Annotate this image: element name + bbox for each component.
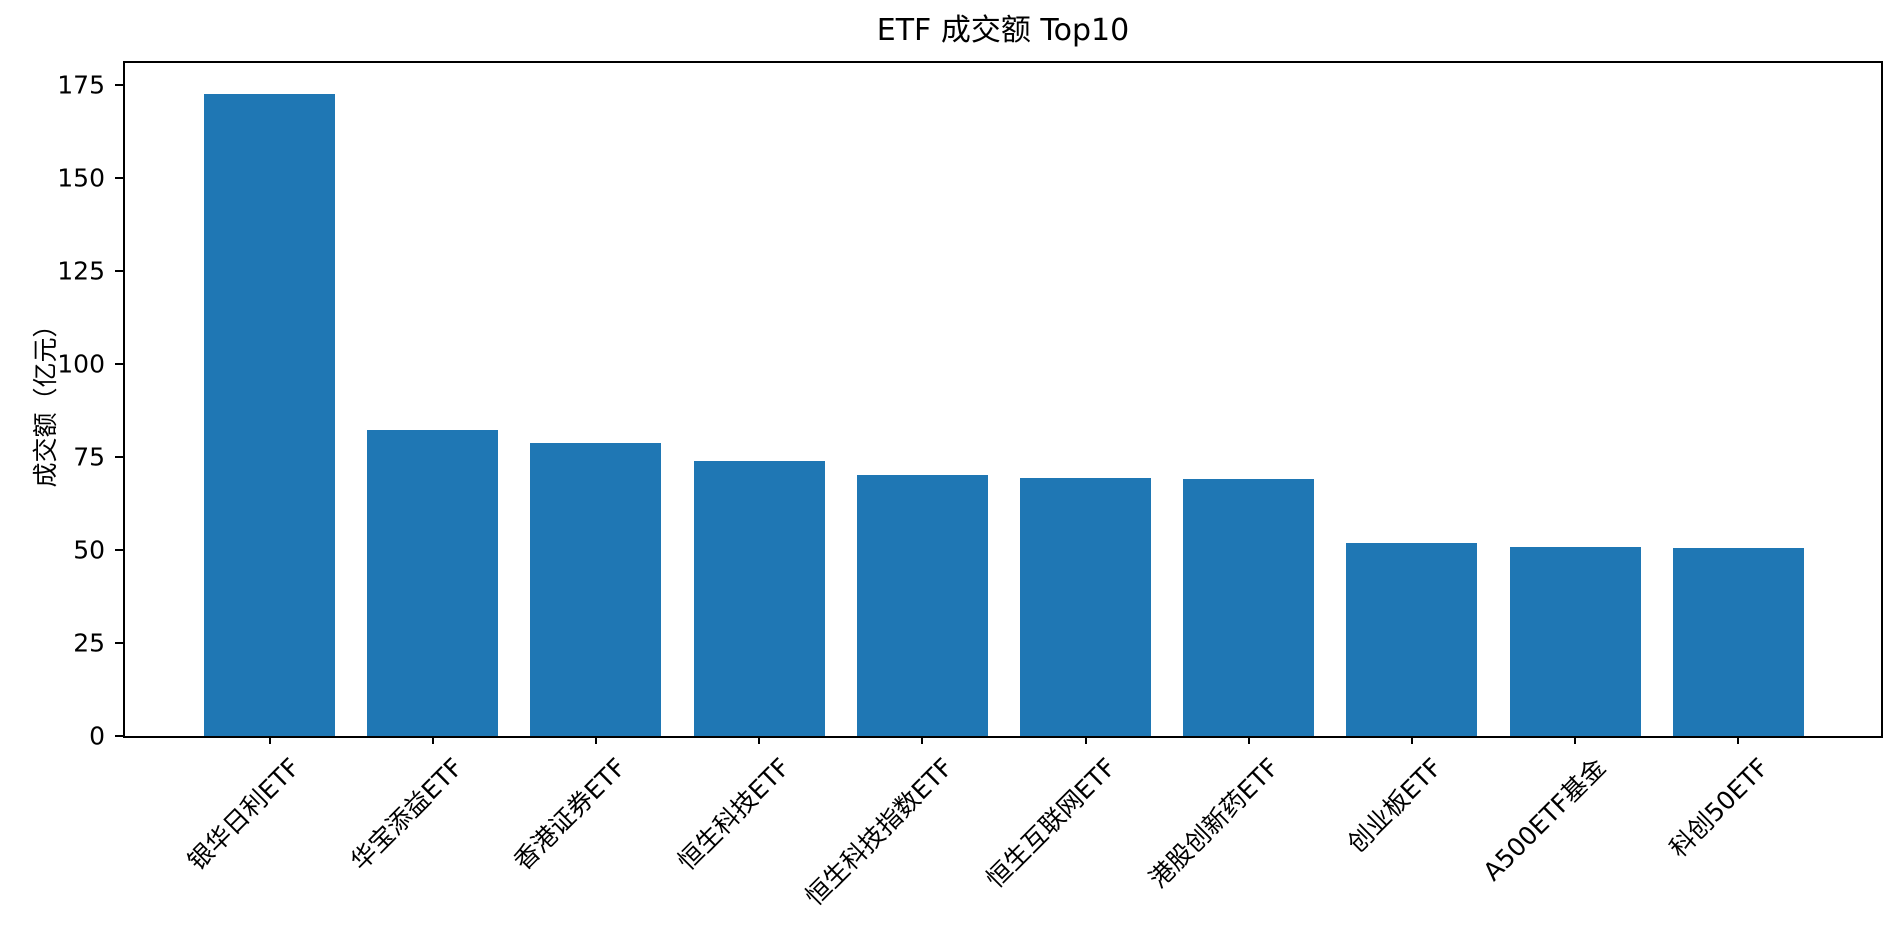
y-tick-mark [115,270,123,273]
x-tick-mark [268,736,271,744]
y-tick-label: 0 [89,721,105,751]
y-tick-mark [115,642,123,645]
x-tick-label-text: 港股创新药ETF [1143,752,1285,894]
bar [1509,546,1641,736]
y-tick-label: 50 [73,535,105,565]
x-tick-label-text: 科创50ETF [1663,752,1775,864]
x-tick-mark [431,736,434,744]
y-tick-mark [115,363,123,366]
x-tick-mark [921,736,924,744]
y-tick-mark [115,549,123,552]
y-tick-mark [115,177,123,180]
bar [367,430,499,736]
x-tick-label-text: A500ETF基金 [1477,752,1612,887]
x-tick-label-text: 银华日利ETF [182,752,306,876]
x-tick-label-text: 恒生科技ETF [671,752,796,876]
x-tick-mark [1247,736,1250,744]
x-tick-mark [1084,736,1087,744]
bar [530,443,662,736]
plot-area: 0 25 50 75 100 125 150 175 银华日利ETF 华宝添益ETF 香港证券ETF… [57,61,1883,911]
bar [1672,548,1804,736]
bar [1183,479,1315,736]
x-tick-label-text: 华宝添益ETF [345,752,469,876]
y-tick-mark [115,735,123,737]
x-tick-mark [758,736,761,744]
y-tick-label: 125 [57,256,105,286]
y-tick-label: 175 [57,70,105,100]
x-tick-label-text: 创业板ETF [1342,752,1448,859]
y-tick-mark [115,456,123,459]
chart-title: ETF 成交额 Top10 [876,13,1130,48]
y-tick-label: 25 [73,628,105,658]
y-tick-mark [115,84,123,87]
x-tick-mark [1737,736,1740,744]
bar [693,461,825,736]
bar [1020,477,1151,736]
y-tick-label: 150 [57,163,105,193]
x-tick-label-text: 恒生互联网ETF [980,752,1122,894]
x-tick-label-text: 恒生科技指数ETF [799,752,959,912]
bar [1346,543,1478,736]
bar [204,93,335,736]
x-tick-label-text: 香港证券ETF [508,752,632,876]
x-tick-mark [1410,736,1413,744]
y-tick-label: 100 [57,349,105,379]
bar [856,474,988,736]
x-tick-mark [1574,736,1577,744]
x-tick-mark [594,736,597,744]
y-tick-label: 75 [73,442,105,472]
